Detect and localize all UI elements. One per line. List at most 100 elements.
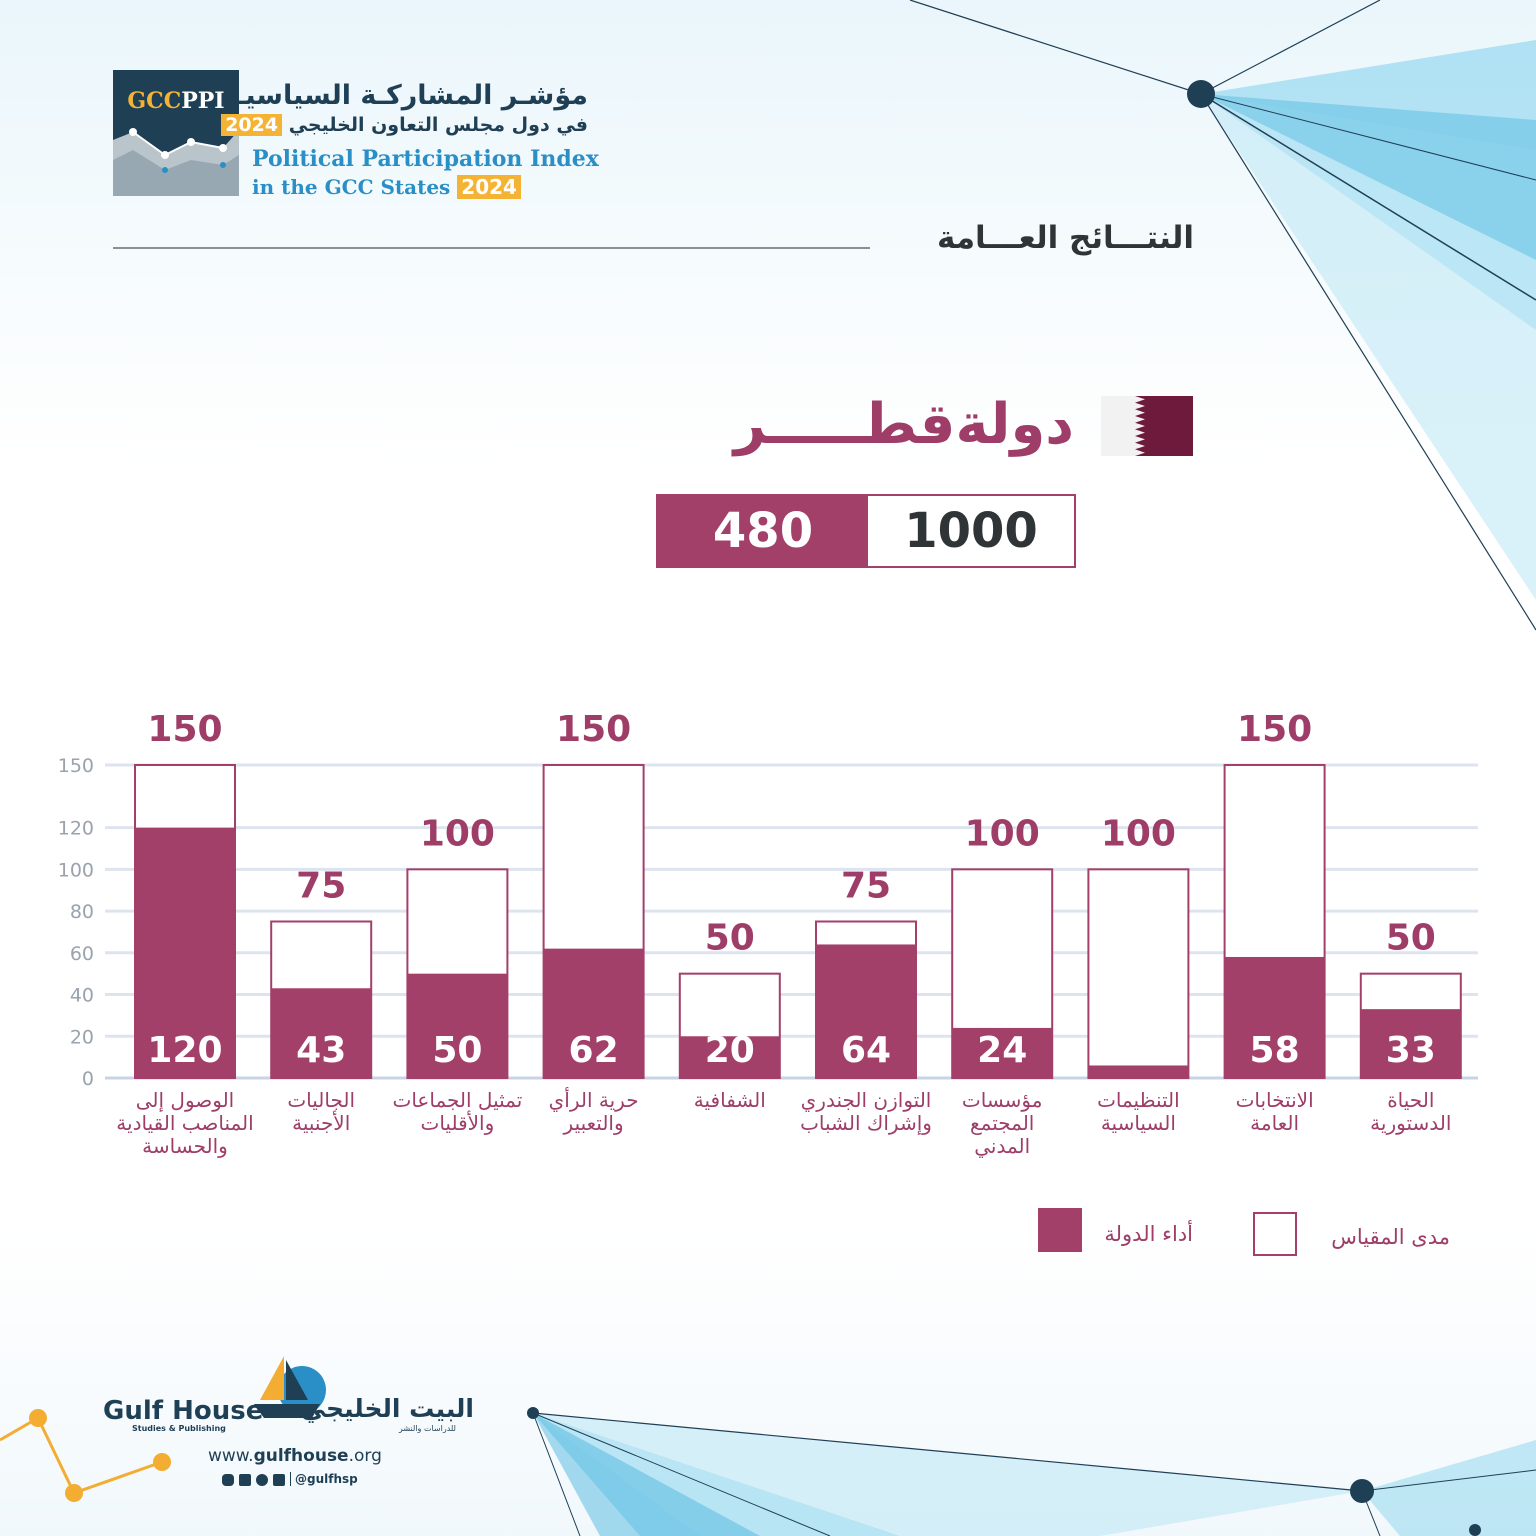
y-tick-label: 80 [70, 901, 94, 923]
brand-name-en: Gulf House [103, 1396, 264, 1426]
instagram-icon[interactable] [222, 1473, 234, 1486]
section-divider [113, 247, 870, 249]
url-domain: gulfhouse [253, 1446, 349, 1466]
header-subtitle-ar-text: في دول مجلس التعاون الخليجي [288, 114, 588, 136]
bar-performance [543, 948, 644, 1078]
category-label: التنظيمات السياسية [1053, 1089, 1223, 1135]
category-label-line: حرية الرأي [548, 1088, 639, 1112]
y-tick-label: 100 [58, 859, 94, 881]
data-label-performance: 58 [1250, 1030, 1300, 1071]
bar-max [1087, 868, 1190, 1079]
year-badge-ar: 2024 [221, 114, 283, 136]
section-title: النتـــائج العـــامة [937, 220, 1194, 256]
data-label-performance: 64 [841, 1030, 891, 1071]
bar-chart: 0 20 40 60 80 100 120 150 150 120 75 43 100 50 150 62 50… [58, 709, 1478, 1090]
data-label-max: 100 [1101, 813, 1176, 854]
category-label-line: الأجنبية [292, 1111, 351, 1135]
category-label-line: الحياة [1387, 1088, 1435, 1112]
data-label-max: 100 [965, 813, 1040, 854]
header-subtitle-ar: في دول مجلس التعاون الخليجي 2024 [221, 114, 588, 136]
category-label-line: المدني [974, 1134, 1031, 1158]
data-label-performance: 20 [705, 1030, 755, 1071]
data-label-max: 150 [147, 709, 222, 750]
category-label-line: الدستورية [1370, 1111, 1452, 1135]
header-subtitle-en-text: in the GCC States [252, 175, 451, 199]
max-score: 1000 [868, 496, 1074, 566]
category-label-line: وإشراك الشباب [800, 1111, 932, 1135]
data-label-max: 75 [296, 866, 346, 907]
data-label-performance: 33 [1386, 1030, 1436, 1071]
qatar-flag-icon [1101, 396, 1193, 456]
brand-sub-en: Studies & Publishing [132, 1424, 226, 1433]
category-label: الانتخابات العامة [1190, 1089, 1360, 1135]
url-suffix: .org [348, 1446, 382, 1466]
header-subtitle-en: in the GCC States 2024 [252, 175, 521, 199]
legend-label-scale: مدى المقياس [1331, 1225, 1450, 1249]
legend-swatch-scale [1253, 1212, 1297, 1256]
category-label-line: السياسية [1100, 1111, 1176, 1135]
data-label-performance: 62 [569, 1030, 619, 1071]
category-label-line: والتعبير [563, 1111, 624, 1135]
category-label: الحياة الدستورية [1326, 1089, 1496, 1135]
category-label-line: التنظيمات [1097, 1088, 1180, 1112]
facebook-icon[interactable] [273, 1473, 285, 1486]
url-prefix: www. [208, 1446, 254, 1466]
logo-code-ppi: PPI [181, 88, 225, 114]
bar-performance [1360, 1009, 1461, 1078]
category-label: التوازن الجندري وإشراك الشباب [781, 1089, 951, 1135]
category-label: تمثيل الجماعات والأقليات [372, 1089, 542, 1135]
category-label: الوصول إلى المناصب القيادية والحساسة [100, 1089, 270, 1158]
data-label-max: 150 [556, 709, 631, 750]
gulf-house-boat-logo-icon [254, 1356, 326, 1418]
y-tick-label: 0 [82, 1068, 94, 1090]
category-label: الشفافية [645, 1089, 815, 1112]
bar-performance [135, 827, 235, 1078]
year-badge-en: 2024 [457, 175, 521, 199]
bar-performance [407, 973, 508, 1078]
bar-performance [1088, 1065, 1189, 1078]
category-label-line: والحساسة [142, 1134, 228, 1158]
y-tick-label: 60 [70, 943, 94, 965]
data-label-max: 50 [705, 918, 755, 959]
logo-code: GCCPPI [113, 88, 239, 114]
data-label-performance: 24 [977, 1030, 1027, 1071]
social-handle[interactable]: @gulfhsp [290, 1472, 358, 1486]
category-label-line: الوصول إلى [135, 1088, 235, 1112]
category-label-line: تمثيل الجماعات [392, 1088, 523, 1112]
header-title-en: Political Participation Index [252, 146, 599, 172]
category-label: الجاليات الأجنبية [236, 1089, 406, 1135]
category-label-line: العامة [1250, 1111, 1299, 1135]
data-label-performance: 43 [296, 1030, 346, 1071]
data-label-performance: 50 [432, 1030, 482, 1071]
brand-sub-ar: للدراسات والنشر [398, 1424, 456, 1433]
data-label-performance: 120 [147, 1030, 222, 1071]
logo-code-gcc: GCC [127, 88, 182, 114]
achieved-score: 480 [658, 496, 868, 566]
bar-performance [271, 988, 372, 1078]
category-label: حرية الرأي والتعبير [509, 1089, 679, 1135]
total-score-box: 480 1000 [656, 494, 1076, 568]
category-label-line: مؤسسات [961, 1088, 1043, 1112]
social-links: @gulfhsp [222, 1472, 358, 1486]
category-label-line: المجتمع [970, 1111, 1035, 1135]
bar-performance [816, 944, 916, 1078]
data-label-max: 75 [841, 866, 891, 907]
category-label-line: الجاليات [287, 1088, 356, 1112]
y-tick-label: 40 [70, 985, 94, 1007]
gccppi-logo: GCCPPI [113, 70, 239, 196]
bar-performance [952, 1027, 1053, 1078]
header-title-ar: مؤشـر المشاركـة السياسيـة [219, 80, 588, 111]
legend-label-performance: أداء الدولة [1104, 1222, 1193, 1246]
data-label-max: 150 [1237, 709, 1312, 750]
data-label-max: 50 [1386, 918, 1436, 959]
legend-swatch-performance [1038, 1208, 1082, 1252]
twitter-icon[interactable] [256, 1473, 268, 1486]
logo-line-graph-icon [113, 128, 239, 196]
category-label: مؤسسات المجتمع المدني [917, 1089, 1087, 1158]
category-label-line: والأقليات [420, 1111, 495, 1135]
youtube-icon[interactable] [239, 1473, 251, 1486]
y-tick-label: 150 [58, 755, 94, 777]
bar-performance [1224, 956, 1325, 1078]
website-link[interactable]: www.gulfhouse.org [208, 1446, 382, 1466]
